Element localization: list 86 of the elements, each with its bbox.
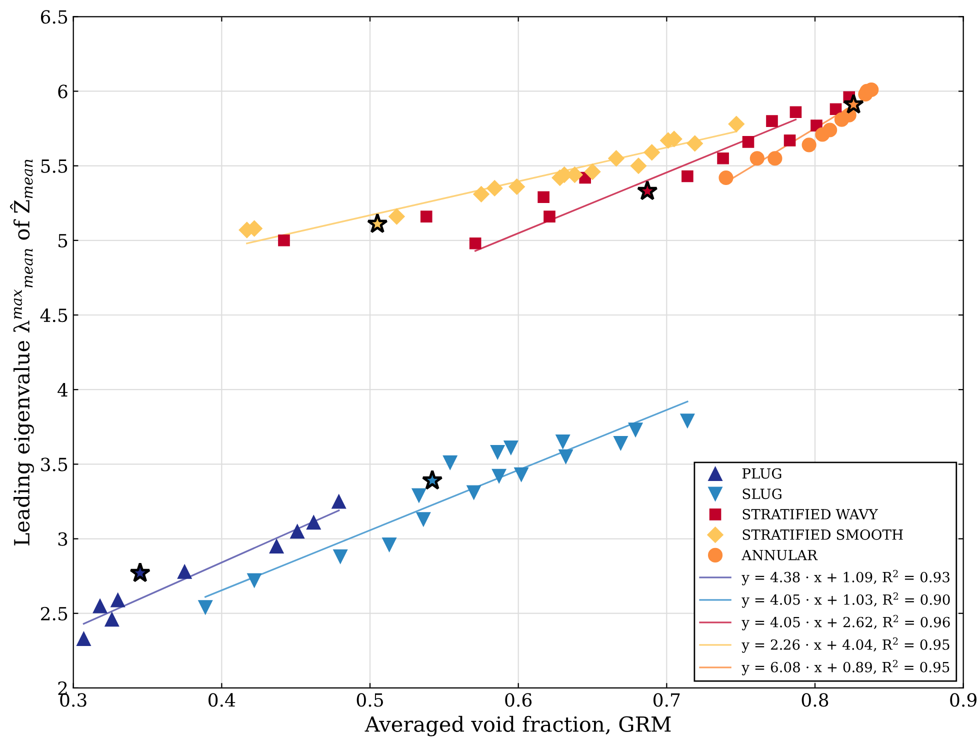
- point: [416, 512, 431, 527]
- point: [718, 170, 734, 186]
- point: [558, 449, 574, 464]
- point: [802, 138, 816, 152]
- point: [544, 210, 556, 222]
- point: [742, 136, 754, 148]
- point: [412, 488, 426, 503]
- point: [584, 164, 601, 180]
- point: [130, 562, 151, 582]
- point: [466, 485, 482, 500]
- point: [508, 178, 526, 195]
- point: [830, 103, 842, 116]
- point: [469, 237, 482, 250]
- point: [514, 467, 529, 482]
- point: [269, 538, 284, 554]
- y-tick-label: 6: [58, 84, 68, 98]
- legend-label: y = 4.05 · x + 1.03, R$^{2}$ = 0.90: [742, 592, 950, 608]
- y-tick-label: 5.5: [41, 160, 68, 173]
- point: [198, 600, 213, 615]
- x-tick-label: 0.5: [356, 693, 383, 707]
- point: [680, 414, 695, 428]
- point: [728, 116, 745, 132]
- point: [490, 444, 505, 460]
- point: [644, 144, 660, 161]
- point: [442, 455, 458, 470]
- point: [92, 598, 108, 614]
- legend-label: SLUG: [742, 488, 782, 500]
- point: [556, 434, 570, 450]
- point: [290, 524, 305, 539]
- point: [822, 122, 838, 138]
- point: [333, 549, 348, 564]
- y-axis-title: Leading eigenvalue λ$^{max}$$_{mean}$ of Ẑ$_{mean}$: [10, 160, 34, 546]
- legend-label: PLUG: [742, 468, 782, 479]
- point: [278, 234, 290, 246]
- point: [628, 422, 643, 438]
- point: [843, 94, 864, 114]
- legend-label: y = 6.08 · x + 0.89, R$^{2}$ = 0.95: [742, 660, 950, 676]
- x-tick-label: 0.4: [208, 693, 236, 707]
- point: [636, 180, 658, 200]
- point: [790, 106, 802, 118]
- point: [332, 494, 346, 509]
- x-tick-label: 0.3: [60, 693, 86, 707]
- point: [382, 537, 397, 552]
- point: [388, 208, 405, 225]
- point: [750, 151, 764, 166]
- y-tick-label: 3: [58, 532, 68, 546]
- y-tick-label: 4: [58, 383, 68, 396]
- y-tick-label: 6.5: [40, 10, 68, 24]
- point: [613, 436, 628, 451]
- point: [784, 134, 796, 146]
- x-tick-label: 0.9: [950, 693, 976, 707]
- legend-label: y = 2.26 · x + 4.04, R$^{2}$ = 0.95: [742, 637, 950, 653]
- x-axis-title: Averaged void fraction, GRM: [364, 716, 671, 736]
- point: [492, 468, 506, 484]
- x-tick-label: 0.6: [505, 693, 532, 707]
- point: [104, 612, 120, 627]
- y-tick-label: 2.5: [41, 606, 68, 620]
- legend-label: y = 4.38 · x + 1.09, R$^{2}$ = 0.93: [742, 570, 950, 586]
- point: [177, 564, 192, 579]
- y-tick-label: 4.5: [40, 308, 68, 322]
- point: [717, 152, 729, 164]
- legend-label: y = 4.05 · x + 2.62, R$^{2}$ = 0.96: [742, 614, 950, 630]
- point: [110, 592, 126, 608]
- point: [473, 186, 490, 202]
- y-tick-label: 5: [58, 234, 68, 248]
- point: [486, 180, 503, 196]
- point: [420, 210, 432, 222]
- point: [306, 515, 321, 530]
- legend-label: ANNULAR: [742, 550, 818, 560]
- point: [686, 135, 704, 152]
- legend-label: STRATIFIED WAVY: [742, 508, 878, 520]
- point: [682, 170, 694, 182]
- point: [768, 151, 782, 166]
- point: [766, 115, 778, 127]
- point: [630, 158, 647, 174]
- x-tick-label: 0.7: [654, 693, 680, 707]
- point: [422, 470, 443, 490]
- x-tick-label: 0.8: [802, 693, 828, 707]
- legend-label: STRATIFIED SMOOTH: [742, 529, 903, 540]
- point: [247, 573, 262, 588]
- point: [76, 631, 92, 646]
- point: [504, 440, 518, 456]
- point: [538, 191, 550, 204]
- point: [366, 213, 388, 234]
- point: [608, 150, 624, 167]
- y-tick-label: 3.5: [41, 458, 68, 472]
